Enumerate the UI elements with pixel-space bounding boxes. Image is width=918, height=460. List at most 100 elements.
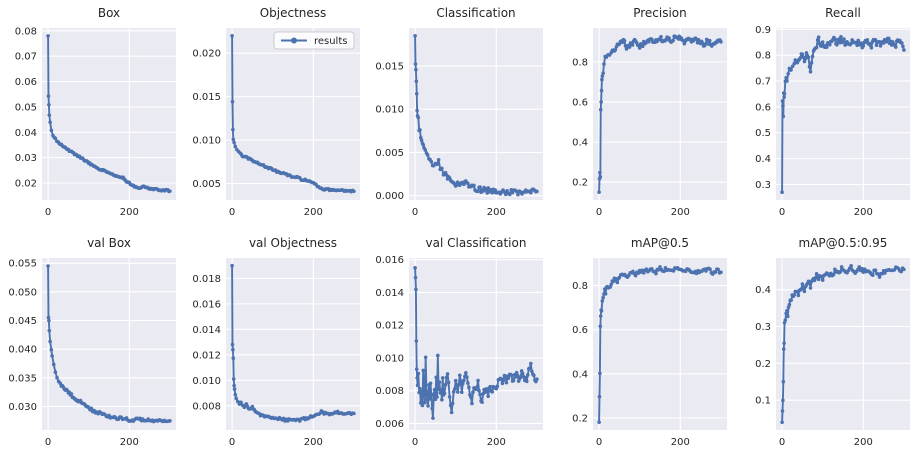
plot-area xyxy=(776,258,911,430)
y-tick-label: 0.4 xyxy=(755,154,771,165)
chart-canvas: Precision 0.2 0.4 0.6 0.8 0 200 xyxy=(572,6,727,218)
chart-title: Classification xyxy=(437,6,516,20)
plot-area xyxy=(592,258,727,430)
y-tick-label: 0.010 xyxy=(192,136,221,147)
y-tick-label: 0.030 xyxy=(8,402,37,413)
chart-precision: Precision 0.2 0.4 0.6 0.8 0 200 xyxy=(551,0,735,230)
y-tick-label: 0.015 xyxy=(376,62,405,73)
x-tick-label: 0 xyxy=(229,437,235,448)
chart-recall: Recall 0.3 0.4 0.5 0.6 0.7 0.8 0.9 0 200 xyxy=(734,0,918,230)
y-tick-label: 0.02 xyxy=(15,179,37,190)
chart-title: Precision xyxy=(633,6,686,20)
plot-area xyxy=(592,28,727,200)
y-tick-label: 0.4 xyxy=(572,369,588,380)
chart-canvas: mAP@0.5 0.2 0.4 0.6 0.8 0 200 xyxy=(572,236,727,448)
y-tick-label: 0.008 xyxy=(192,401,221,412)
chart-map-0-5-0-95: mAP@0.5:0.95 0.1 0.2 0.3 0.4 0 200 xyxy=(734,230,918,460)
y-tick-label: 0.05 xyxy=(15,102,37,113)
plot-area xyxy=(225,258,360,430)
chart-objectness: Objectness 0.005 0.010 0.015 0.020 0 200 result… xyxy=(184,0,368,230)
y-tick-label: 0.012 xyxy=(376,321,405,332)
chart-title: val Box xyxy=(87,236,131,250)
y-tick-label: 0.8 xyxy=(572,281,588,292)
y-tick-label: 0.6 xyxy=(572,325,588,336)
data-series-markers xyxy=(413,266,539,420)
y-tick-label: 0.1 xyxy=(755,396,771,407)
chart-title: val Classification xyxy=(426,236,527,250)
y-tick-label: 0.6 xyxy=(755,102,771,113)
x-tick-label: 0 xyxy=(229,207,235,218)
x-tick-label: 0 xyxy=(596,207,602,218)
chart-title: mAP@0.5:0.95 xyxy=(799,236,888,250)
y-tick-label: 0.015 xyxy=(192,92,221,103)
y-tick-label: 0.012 xyxy=(192,350,221,361)
data-series-markers xyxy=(46,264,172,424)
y-tick-label: 0.014 xyxy=(376,288,405,299)
x-tick-label: 200 xyxy=(120,437,139,448)
data-series-markers xyxy=(413,33,539,197)
chart-canvas: val Classification 0.006 0.008 0.010 0.012 0.… xyxy=(376,236,544,448)
y-tick-label: 0.5 xyxy=(755,128,771,139)
chart-classification: Classification 0.000 0.005 0.010 0.015 0 200 xyxy=(367,0,551,230)
chart-val-objectness: val Objectness 0.008 0.010 0.012 0.014 0.016 0… xyxy=(184,230,368,460)
y-tick-label: 0.055 xyxy=(8,259,37,270)
x-tick-label: 200 xyxy=(303,437,322,448)
chart-canvas: Classification 0.000 0.005 0.010 0.015 0 200 xyxy=(376,6,544,218)
y-tick-label: 0.010 xyxy=(192,376,221,387)
y-tick-label: 0.4 xyxy=(755,285,771,296)
chart-canvas: Box 0.02 0.03 0.04 0.05 0.06 0.07 0.08 0 200 xyxy=(15,6,176,218)
x-tick-label: 200 xyxy=(120,207,139,218)
data-series-markers xyxy=(780,263,907,425)
chart-canvas: val Box 0.030 0.035 0.040 0.045 0.050 0.055 0 20… xyxy=(8,236,176,448)
chart-title: Objectness xyxy=(259,6,326,20)
plot-area xyxy=(776,28,911,200)
data-series-markers xyxy=(780,35,907,195)
y-tick-label: 0.07 xyxy=(15,52,37,63)
y-tick-label: 0.016 xyxy=(376,255,405,266)
x-tick-label: 200 xyxy=(671,437,690,448)
chart-map-0-5: mAP@0.5 0.2 0.4 0.6 0.8 0 200 xyxy=(551,230,735,460)
y-tick-label: 0.050 xyxy=(8,287,37,298)
y-tick-label: 0.006 xyxy=(376,419,405,430)
plot-area xyxy=(225,28,360,200)
legend-label: results xyxy=(314,36,347,47)
chart-canvas: Recall 0.3 0.4 0.5 0.6 0.7 0.8 0.9 0 200 xyxy=(755,6,911,218)
chart-val-box: val Box 0.030 0.035 0.040 0.045 0.050 0.055 0 20… xyxy=(0,230,184,460)
legend-box xyxy=(273,31,355,50)
y-tick-label: 0.7 xyxy=(755,77,771,88)
x-tick-label: 200 xyxy=(854,437,873,448)
chart-box: Box 0.02 0.03 0.04 0.05 0.06 0.07 0.08 0 200 xyxy=(0,0,184,230)
x-tick-label: 0 xyxy=(596,437,602,448)
chart-title: mAP@0.5 xyxy=(631,236,689,250)
x-tick-label: 200 xyxy=(487,207,506,218)
y-tick-label: 0.6 xyxy=(572,97,588,108)
y-tick-label: 0.040 xyxy=(8,345,37,356)
plot-area xyxy=(409,28,544,200)
x-tick-label: 0 xyxy=(779,437,785,448)
chart-title: val Objectness xyxy=(249,236,337,250)
y-tick-label: 0.008 xyxy=(376,386,405,397)
y-tick-label: 0.3 xyxy=(755,180,771,191)
plot-area xyxy=(41,258,176,430)
y-tick-label: 0.045 xyxy=(8,316,37,327)
chart-val-classification: val Classification 0.006 0.008 0.010 0.012 0.… xyxy=(367,230,551,460)
legend-marker-icon xyxy=(290,37,297,44)
x-tick-label: 200 xyxy=(303,207,322,218)
plot-area xyxy=(409,258,544,430)
chart-title: Recall xyxy=(826,6,862,20)
y-tick-label: 0.014 xyxy=(192,325,221,336)
y-tick-label: 0.9 xyxy=(755,25,771,36)
y-tick-label: 0.08 xyxy=(15,26,37,37)
chart-canvas: val Objectness 0.008 0.010 0.012 0.014 0.016 0… xyxy=(192,236,360,448)
y-tick-label: 0.8 xyxy=(572,57,588,68)
y-tick-label: 0.000 xyxy=(376,191,405,202)
x-tick-label: 200 xyxy=(487,437,506,448)
y-tick-label: 0.2 xyxy=(572,178,588,189)
y-tick-label: 0.2 xyxy=(572,413,588,424)
x-tick-label: 200 xyxy=(854,207,873,218)
y-tick-label: 0.3 xyxy=(755,322,771,333)
data-series-markers xyxy=(229,34,356,194)
y-tick-label: 0.03 xyxy=(15,153,37,164)
x-tick-label: 0 xyxy=(45,437,51,448)
